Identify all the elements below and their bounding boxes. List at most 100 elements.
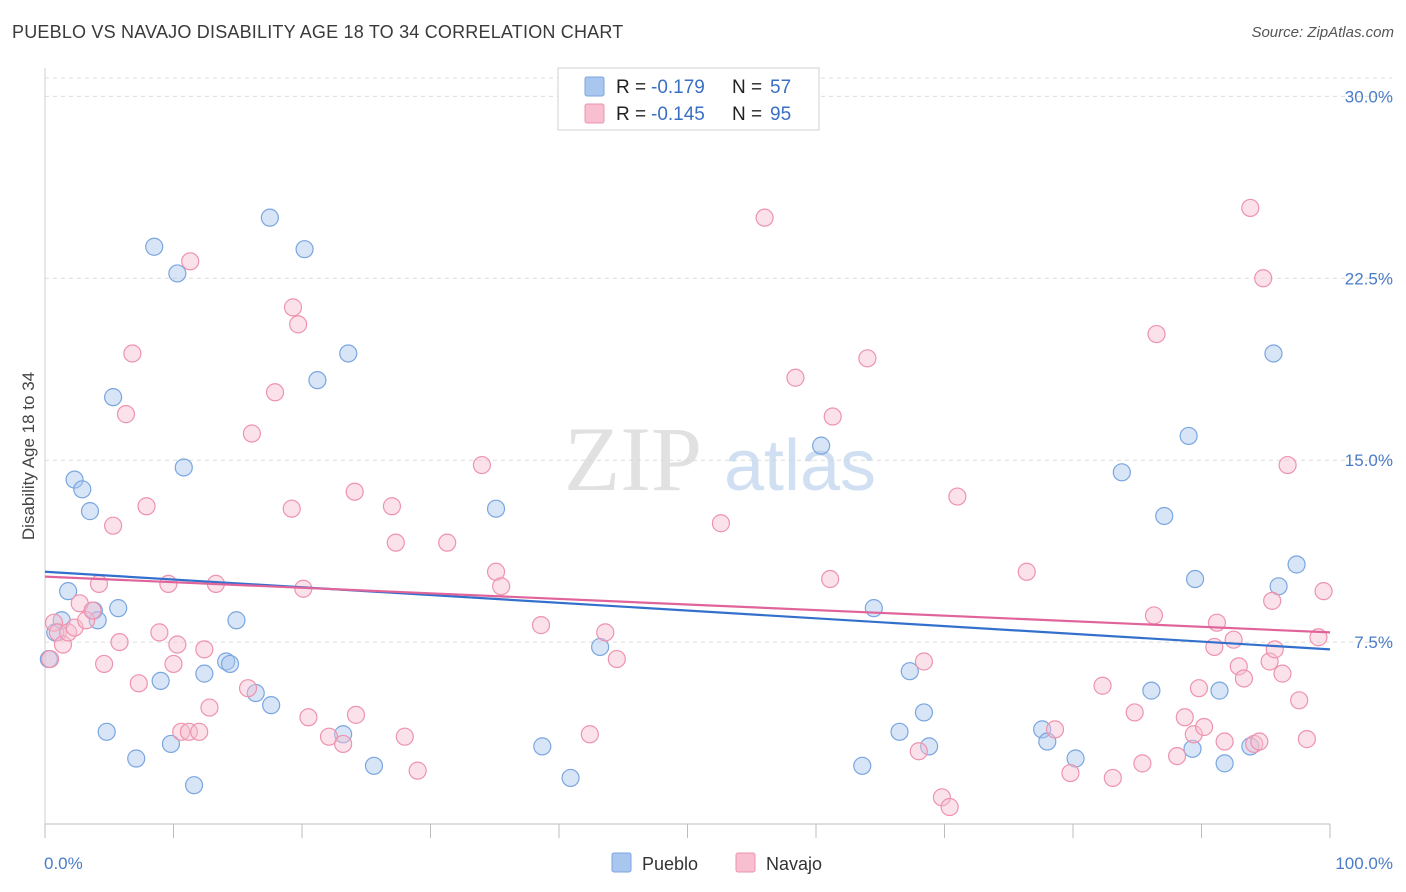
navajo-point bbox=[137, 497, 156, 516]
pueblo-point bbox=[486, 499, 506, 518]
navajo-point bbox=[755, 208, 774, 227]
navajo-point bbox=[195, 640, 214, 659]
pueblo-point bbox=[890, 722, 909, 741]
navajo-point bbox=[345, 482, 364, 501]
navajo-point bbox=[492, 577, 511, 596]
navajo-point bbox=[711, 514, 731, 533]
pueblo-point bbox=[1183, 739, 1202, 758]
navajo-point bbox=[150, 623, 169, 642]
navajo-point bbox=[1194, 717, 1214, 737]
navajo-point bbox=[395, 727, 414, 746]
navajo-point bbox=[821, 569, 840, 589]
navajo-point bbox=[1144, 606, 1164, 625]
navajo-point bbox=[265, 383, 285, 402]
pueblo-point bbox=[919, 737, 939, 756]
navajo-point bbox=[65, 618, 84, 637]
legend-n-label-pueblo: N = bbox=[732, 77, 762, 98]
legend-n-label-navajo: N = bbox=[732, 104, 762, 125]
navajo-point bbox=[200, 698, 219, 717]
navajo-point bbox=[786, 368, 805, 387]
pueblo-point bbox=[127, 749, 146, 768]
watermark-atlas: atlas bbox=[724, 426, 876, 506]
pueblo-point bbox=[1264, 344, 1283, 363]
trend-lines bbox=[44, 570, 1331, 651]
navajo-point bbox=[1215, 732, 1234, 751]
navajo-point bbox=[1273, 664, 1292, 683]
navajo-point bbox=[181, 252, 200, 271]
pueblo-trend-line bbox=[44, 570, 1331, 651]
navajo-point bbox=[1189, 679, 1209, 698]
navajo-point bbox=[1175, 708, 1194, 727]
navajo-point bbox=[823, 407, 842, 426]
bottom-legend-swatch-navajo bbox=[735, 852, 756, 873]
navajo-point bbox=[179, 722, 199, 741]
pueblo-point bbox=[900, 662, 919, 681]
pueblo-point bbox=[1112, 463, 1131, 482]
pueblo-point bbox=[334, 725, 353, 744]
pueblo-point bbox=[260, 208, 279, 227]
navajo-point bbox=[289, 315, 308, 334]
navajo-point bbox=[607, 649, 626, 669]
navajo-point bbox=[1254, 269, 1273, 288]
legend-n-value-pueblo: 57 bbox=[770, 77, 791, 98]
navajo-point bbox=[41, 649, 60, 669]
navajo-point bbox=[1045, 720, 1065, 739]
navajo-point bbox=[1093, 676, 1112, 695]
navajo-point bbox=[1297, 730, 1316, 749]
navajo-point bbox=[83, 601, 102, 620]
navajo-point bbox=[1184, 725, 1203, 744]
navajo-point bbox=[334, 734, 353, 754]
pueblo-point bbox=[104, 388, 123, 407]
bottom-legend: Pueblo Navajo bbox=[611, 852, 822, 874]
navajo-point bbox=[44, 613, 64, 632]
navajo-point bbox=[282, 499, 301, 518]
y-tick-label: 22.5% bbox=[1345, 269, 1393, 288]
navajo-point bbox=[580, 725, 599, 744]
navajo-point bbox=[95, 654, 114, 674]
navajo-point bbox=[346, 705, 366, 724]
source-credit: Source: ZipAtlas.com bbox=[1251, 24, 1394, 41]
watermark-zip: ZIP bbox=[564, 408, 702, 510]
pueblo-point bbox=[812, 436, 831, 455]
navajo-point bbox=[438, 533, 457, 552]
navajo-point bbox=[472, 455, 491, 475]
navajo-point bbox=[129, 674, 148, 693]
navajo-trend-line bbox=[44, 575, 1331, 634]
pueblo-point bbox=[1155, 506, 1174, 526]
pueblo-point bbox=[227, 611, 246, 630]
navajo-point bbox=[116, 405, 136, 424]
navajo-point bbox=[123, 344, 142, 363]
pueblo-point bbox=[145, 237, 164, 256]
pueblo-point bbox=[220, 654, 240, 674]
navajo-point bbox=[1167, 746, 1187, 766]
pueblo-point bbox=[308, 371, 327, 390]
pueblo-point bbox=[151, 671, 170, 691]
pueblo-point bbox=[339, 344, 358, 363]
pueblo-point bbox=[109, 599, 128, 618]
legend-r-label-pueblo: R = bbox=[616, 77, 646, 98]
y-tick-label: 15.0% bbox=[1345, 451, 1393, 470]
navajo-point bbox=[1103, 768, 1122, 788]
pueblo-point bbox=[59, 582, 78, 601]
navajo-point bbox=[319, 727, 339, 746]
navajo-point bbox=[242, 424, 261, 443]
x-tick-label: 0.0% bbox=[44, 854, 83, 873]
navajo-point bbox=[382, 497, 402, 516]
navajo-point bbox=[238, 679, 258, 698]
grid bbox=[45, 77, 1392, 643]
data-points bbox=[39, 198, 1333, 817]
y-tick-label: 7.5% bbox=[1354, 633, 1393, 652]
pueblo-point bbox=[195, 664, 214, 683]
navajo-point bbox=[408, 761, 427, 780]
pueblo-point bbox=[65, 470, 84, 489]
navajo-point bbox=[1133, 754, 1152, 773]
pueblo-point bbox=[853, 756, 872, 775]
navajo-point bbox=[932, 788, 952, 807]
navajo-point bbox=[1290, 691, 1309, 710]
pueblo-point bbox=[73, 480, 92, 499]
legend-r-label-navajo: R = bbox=[616, 104, 646, 125]
pueblo-point bbox=[184, 776, 204, 795]
navajo-point bbox=[164, 654, 183, 674]
navajo-point bbox=[1125, 703, 1144, 722]
chart-title: PUEBLO VS NAVAJO DISABILITY AGE 18 TO 34… bbox=[12, 22, 624, 42]
